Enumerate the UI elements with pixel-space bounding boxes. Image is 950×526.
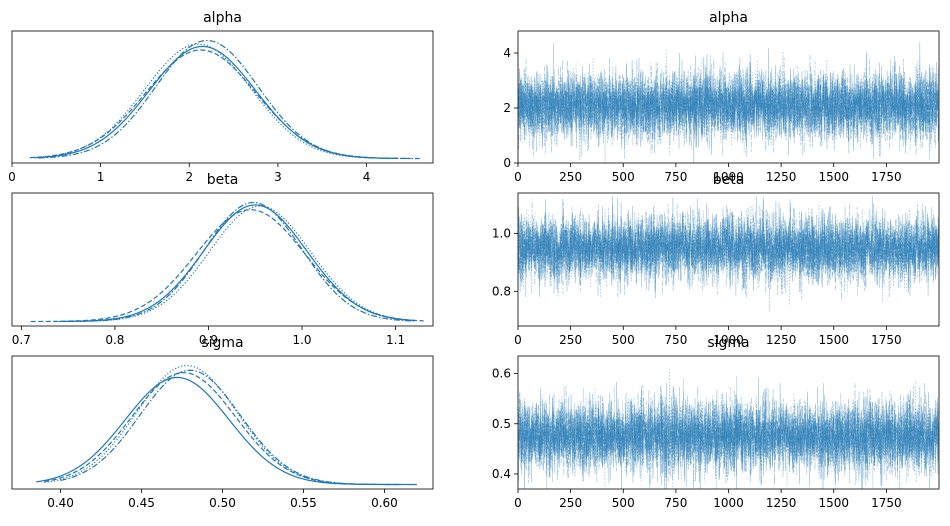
panel-density-sigma: sigma 0.40 0.45 0.50 0.55 0.60 xyxy=(11,335,434,510)
trace-line-chain-3 xyxy=(518,55,939,159)
density-line-chain-1 xyxy=(29,49,411,160)
x-tick-label: 1500 xyxy=(818,496,849,510)
x-tick-label: 0 xyxy=(514,170,522,184)
plot-area xyxy=(29,39,420,160)
plot-area xyxy=(518,195,939,312)
y-tick-label: 4 xyxy=(503,46,511,60)
plot-area xyxy=(518,369,939,489)
x-tick-label: 1.0 xyxy=(292,333,311,347)
x-tick-label: 1 xyxy=(97,170,105,184)
x-tick-label: 0.9 xyxy=(199,333,218,347)
axes-frame xyxy=(11,192,434,327)
x-tick-label: 0 xyxy=(514,333,522,347)
x-tick-label: 4 xyxy=(363,170,371,184)
density-line-chain-3 xyxy=(60,369,401,486)
x-tick-label: 250 xyxy=(559,496,582,510)
x-tick-label: 0.8 xyxy=(105,333,124,347)
y-tick-label: 0.8 xyxy=(492,284,511,298)
panel-trace-alpha: alpha 0 2 4 0 250 500 750 1000 1250 1500 1750 xyxy=(503,10,940,184)
y-tick-label: 1.0 xyxy=(492,226,511,240)
x-tick-label: 750 xyxy=(664,496,687,510)
density-line-chain-1 xyxy=(30,209,424,323)
panel-density-beta: beta 0.7 0.8 0.9 1.0 1.1 xyxy=(11,172,434,347)
x-tick-label: 1000 xyxy=(713,170,744,184)
trace-line-chain-3 xyxy=(518,383,939,489)
x-tick-label: 250 xyxy=(559,170,582,184)
y-tick-label: 0.5 xyxy=(492,417,511,431)
x-tick-label: 0.45 xyxy=(128,496,155,510)
plot-area xyxy=(518,42,939,163)
x-tick-label: 750 xyxy=(664,170,687,184)
panel-density-alpha: alpha 0 1 2 3 4 xyxy=(8,10,434,184)
x-tick-label: 1750 xyxy=(871,496,902,510)
x-tick-label: 500 xyxy=(612,170,635,184)
x-tick-label: 1.1 xyxy=(386,333,405,347)
plot-area xyxy=(36,364,417,486)
axes-frame xyxy=(11,30,434,164)
density-line-chain-1 xyxy=(44,372,401,486)
x-tick-label: 750 xyxy=(664,333,687,347)
y-tick-label: 2 xyxy=(503,101,511,115)
trace-line-chain-3 xyxy=(518,198,939,302)
x-tick-label: 2 xyxy=(185,170,193,184)
panel-title: sigma xyxy=(707,335,749,351)
x-tick-label: 1750 xyxy=(871,170,902,184)
x-tick-label: 0 xyxy=(8,170,16,184)
x-tick-label: 0 xyxy=(514,496,522,510)
trace-line-chain-2 xyxy=(518,49,939,163)
density-line-chain-0 xyxy=(34,45,398,159)
x-tick-label: 0.55 xyxy=(290,496,317,510)
density-line-chain-2 xyxy=(44,364,385,486)
trace-line-chain-1 xyxy=(518,195,939,300)
panel-trace-beta: beta 0.8 1.0 0 250 500 750 1000 1250 1500 1750 xyxy=(492,172,940,347)
x-tick-label: 250 xyxy=(559,333,582,347)
x-tick-label: 0.60 xyxy=(371,496,398,510)
x-tick-label: 1750 xyxy=(871,333,902,347)
x-tick-label: 1250 xyxy=(766,496,797,510)
density-line-chain-2 xyxy=(42,43,394,159)
x-tick-label: 0.50 xyxy=(209,496,236,510)
density-line-chain-0 xyxy=(58,204,415,323)
x-tick-label: 1250 xyxy=(766,170,797,184)
density-line-chain-2 xyxy=(77,205,415,322)
y-tick-label: 0 xyxy=(503,156,511,170)
x-tick-label: 1500 xyxy=(818,170,849,184)
x-tick-label: 500 xyxy=(612,333,635,347)
density-line-chain-0 xyxy=(36,376,417,486)
y-tick-label: 0.4 xyxy=(492,467,511,481)
density-line-chain-3 xyxy=(38,39,420,160)
x-tick-label: 500 xyxy=(612,496,635,510)
y-tick-label: 0.6 xyxy=(492,367,511,381)
x-tick-label: 1000 xyxy=(713,333,744,347)
panel-title: alpha xyxy=(709,10,748,26)
x-tick-label: 0.40 xyxy=(47,496,74,510)
density-line-chain-3 xyxy=(68,201,415,323)
panel-title: sigma xyxy=(201,335,243,351)
x-tick-label: 0.7 xyxy=(12,333,31,347)
x-tick-label: 1250 xyxy=(766,333,797,347)
x-tick-label: 1000 xyxy=(713,496,744,510)
panel-title: beta xyxy=(207,172,239,188)
x-tick-label: 1500 xyxy=(818,333,849,347)
panel-title: alpha xyxy=(203,10,242,26)
panel-title: beta xyxy=(713,172,745,188)
x-tick-label: 3 xyxy=(274,170,282,184)
panel-trace-sigma: sigma 0.4 0.5 0.6 0 250 500 750 1000 1250 1500 1750 xyxy=(492,335,940,510)
plot-area xyxy=(30,201,424,323)
